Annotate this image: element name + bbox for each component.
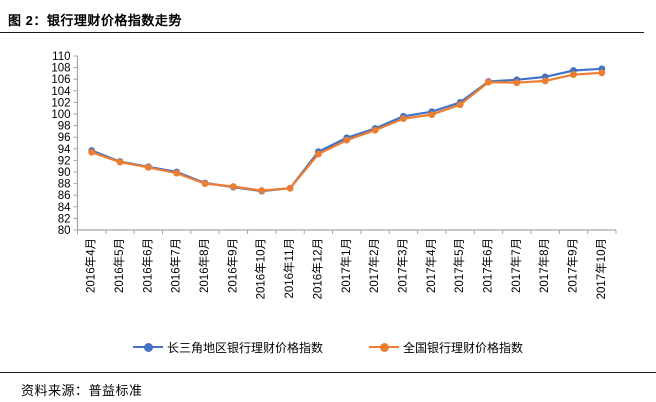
x-tick-label: 2016年11月 bbox=[282, 238, 296, 299]
data-point-marker bbox=[400, 115, 407, 123]
x-tick-label: 2016年10月 bbox=[254, 238, 268, 299]
y-tick-label: 96 bbox=[58, 132, 71, 144]
x-tick-label: 2017年3月 bbox=[395, 238, 409, 293]
y-tick-label: 102 bbox=[51, 97, 70, 109]
data-point-marker bbox=[201, 180, 209, 188]
series-yangtze bbox=[88, 65, 606, 195]
legend-marker-national-icon bbox=[369, 342, 399, 352]
data-point-marker bbox=[598, 69, 606, 77]
series-national bbox=[88, 69, 606, 194]
y-tick-label: 100 bbox=[51, 109, 70, 121]
y-tick-label: 82 bbox=[58, 213, 71, 225]
x-tick-label: 2016年4月 bbox=[84, 238, 98, 293]
y-tick-label: 90 bbox=[58, 167, 71, 179]
data-point-marker bbox=[513, 79, 521, 87]
x-tick-label: 2017年4月 bbox=[424, 238, 438, 293]
y-tick-label: 104 bbox=[51, 86, 71, 98]
x-tick-label: 2017年1月 bbox=[339, 238, 353, 293]
y-tick-label: 94 bbox=[58, 144, 71, 156]
y-tick-label: 84 bbox=[58, 202, 71, 214]
x-axis bbox=[77, 229, 617, 234]
footer-divider bbox=[0, 372, 656, 373]
y-tick-label: 98 bbox=[58, 121, 71, 133]
chart-area: 80 82 84 86 88 90 92 94 96 98 100 102 104 106 108 110 20… bbox=[0, 40, 656, 330]
y-tick-label: 88 bbox=[58, 179, 71, 191]
data-point-marker bbox=[541, 77, 549, 85]
y-tick-label: 80 bbox=[58, 225, 71, 237]
chart-legend: 长三角地区银行理财价格指数 全国银行理财价格指数 bbox=[0, 334, 656, 360]
x-tick-label: 2016年9月 bbox=[225, 238, 239, 293]
legend-item-yangtze: 长三角地区银行理财价格指数 bbox=[132, 339, 323, 356]
y-tick-label: 108 bbox=[51, 63, 70, 75]
line-chart: 8082848688909294969810010210410610811020… bbox=[51, 51, 617, 299]
data-point-marker bbox=[88, 148, 96, 156]
x-tick-label: 2017年10月 bbox=[594, 238, 608, 299]
x-tick-label: 2016年6月 bbox=[140, 238, 154, 293]
legend-label-national: 全国银行理财价格指数 bbox=[403, 340, 524, 355]
y-tick-label: 86 bbox=[58, 190, 71, 202]
x-tick-label: 2016年12月 bbox=[310, 238, 324, 299]
figure-title: 图 2：银行理财价格指数走势 bbox=[8, 13, 182, 28]
y-tick-label: 92 bbox=[58, 155, 71, 167]
x-tick-label: 2017年5月 bbox=[452, 238, 466, 293]
x-tick-label: 2016年7月 bbox=[169, 238, 183, 293]
x-tick-label: 2017年8月 bbox=[537, 238, 551, 293]
data-point-marker bbox=[456, 101, 464, 109]
title-divider bbox=[0, 32, 644, 33]
x-tick-label: 2017年2月 bbox=[367, 238, 381, 293]
data-source: 资料来源：普益标准 bbox=[21, 383, 143, 398]
x-tick-label: 2017年7月 bbox=[509, 238, 523, 293]
data-point-marker bbox=[570, 71, 577, 78]
data-point-marker bbox=[315, 150, 322, 158]
x-axis-labels: 2016年4月 2016年5月 2016年6月 2016年7月 2016年8月 2016年… bbox=[84, 238, 608, 299]
data-point-marker bbox=[428, 111, 436, 118]
y-tick-label: 106 bbox=[51, 74, 70, 86]
data-point-marker bbox=[173, 169, 181, 177]
data-point-marker bbox=[485, 78, 492, 86]
x-tick-label: 2016年5月 bbox=[112, 238, 126, 293]
x-tick-label: 2017年6月 bbox=[480, 238, 494, 293]
data-point-marker bbox=[258, 187, 266, 194]
data-point-marker bbox=[144, 163, 152, 171]
x-tick-label: 2017年9月 bbox=[565, 238, 579, 293]
legend-item-national: 全国银行理财价格指数 bbox=[369, 339, 523, 356]
legend-marker-yangtze-icon bbox=[132, 342, 163, 352]
y-tick-label: 110 bbox=[52, 51, 70, 63]
data-point-marker bbox=[371, 126, 379, 134]
series-line bbox=[91, 67, 602, 193]
data-point-marker bbox=[286, 184, 294, 192]
legend-label-yangtze: 长三角地区银行理财价格指数 bbox=[166, 340, 323, 355]
x-tick-label: 2016年8月 bbox=[197, 238, 211, 293]
data-point-marker bbox=[116, 158, 124, 166]
data-point-marker bbox=[343, 136, 351, 144]
data-point-marker bbox=[229, 183, 237, 190]
series-line bbox=[91, 71, 602, 192]
